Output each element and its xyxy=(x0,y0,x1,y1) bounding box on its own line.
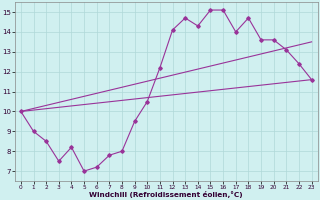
X-axis label: Windchill (Refroidissement éolien,°C): Windchill (Refroidissement éolien,°C) xyxy=(89,191,243,198)
